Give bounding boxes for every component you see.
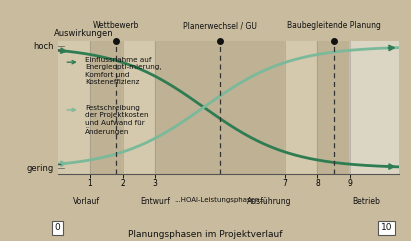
- Text: Einflussnahme auf
Energieopti­mierung,
Komfort und
Kosteneffizienz: Einflussnahme auf Energieopti­mierung, K…: [85, 57, 162, 85]
- Text: 10: 10: [381, 223, 392, 232]
- Text: hoch: hoch: [34, 42, 54, 51]
- Bar: [350, 41, 399, 174]
- Text: 0: 0: [55, 223, 60, 232]
- Bar: [155, 41, 285, 174]
- Bar: [285, 41, 317, 174]
- Bar: [317, 41, 350, 174]
- Text: Planerwechsel / GU: Planerwechsel / GU: [183, 21, 257, 30]
- Text: Planungsphasen im Projektverlauf: Planungsphasen im Projektverlauf: [128, 230, 283, 239]
- Text: Wettbewerb: Wettbewerb: [93, 21, 139, 30]
- Text: Festschreibung
der Projektkosten
und Aufwand für
Änderungen: Festschreibung der Projektkosten und Auf…: [85, 105, 148, 135]
- Text: gering: gering: [27, 164, 54, 173]
- Text: Vorlauf: Vorlauf: [73, 197, 100, 206]
- Text: Auswirkungen: Auswirkungen: [54, 29, 114, 38]
- Bar: [350, 41, 399, 174]
- Bar: [122, 41, 155, 174]
- Text: Betrieb: Betrieb: [352, 197, 380, 206]
- Bar: [90, 41, 122, 174]
- Text: Ausführung: Ausführung: [247, 197, 291, 206]
- Text: ...HOAI-Leistungsphasen...: ...HOAI-Leistungsphasen...: [174, 197, 266, 203]
- Text: Entwurf: Entwurf: [140, 197, 170, 206]
- Bar: [58, 41, 90, 174]
- Text: Baubegleitende Planung: Baubegleitende Planung: [287, 21, 381, 30]
